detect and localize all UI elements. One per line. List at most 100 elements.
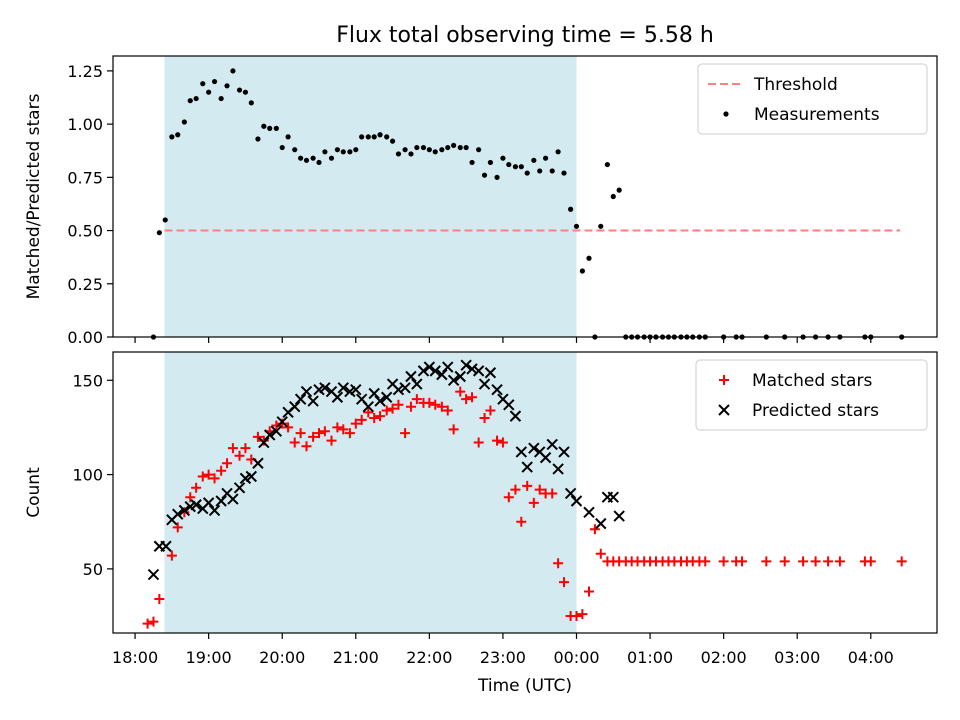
measurement-point bbox=[555, 149, 561, 155]
matched-star-point bbox=[326, 435, 337, 446]
measurement-point bbox=[506, 161, 512, 168]
predicted-star-point bbox=[258, 436, 270, 449]
measurement-point bbox=[463, 144, 469, 151]
predicted-star-point bbox=[515, 446, 528, 458]
measurement-point bbox=[273, 125, 279, 131]
measurement-point bbox=[242, 89, 249, 95]
matched-star-point bbox=[737, 556, 748, 567]
matched-star-point bbox=[142, 618, 153, 629]
matched-star-point bbox=[479, 413, 490, 424]
matched-star-point bbox=[430, 399, 441, 410]
predicted-star-point bbox=[558, 446, 570, 458]
predicted-star-point bbox=[411, 378, 423, 390]
bottom-x-axis: 18:00 19:00 20:00 21:00 22:00 23:00 00:00 01:00… bbox=[112, 633, 894, 667]
y-tick-label: 50 bbox=[83, 560, 103, 579]
y-tick-label: 1.25 bbox=[67, 62, 103, 81]
matched-star-point bbox=[436, 401, 447, 412]
measurement-point bbox=[439, 147, 445, 153]
matched-star-point bbox=[761, 556, 772, 567]
matched-star-point bbox=[148, 616, 159, 627]
measurement-point bbox=[200, 81, 206, 87]
matched-star-point bbox=[227, 443, 238, 454]
measurement-point bbox=[426, 147, 432, 153]
predicted-star-point bbox=[423, 361, 436, 373]
measurement-point bbox=[365, 134, 371, 140]
predicted-star-point bbox=[300, 385, 313, 398]
matched-star-point bbox=[301, 441, 312, 452]
legend-label: Measurements bbox=[754, 105, 880, 125]
legend-predicted-swatch bbox=[718, 404, 730, 416]
matched-star-point bbox=[553, 558, 564, 569]
matched-star-point bbox=[497, 437, 508, 448]
predicted-star-point bbox=[484, 367, 497, 379]
matched-star-point bbox=[400, 428, 411, 439]
matched-star-point bbox=[344, 428, 355, 439]
measurement-point bbox=[543, 155, 549, 161]
top-plot-frame bbox=[112, 55, 938, 338]
measurement-point bbox=[285, 134, 291, 140]
count-panel: 50 100 150 18:00 19:00 20:00 21:00 22:00 23:00 0… bbox=[24, 351, 938, 667]
top-y-axis-label: Matched/Predicted stars bbox=[24, 93, 44, 299]
measurement-point bbox=[494, 174, 500, 180]
measurement-point bbox=[561, 170, 567, 176]
top-legend: Threshold Measurements bbox=[697, 63, 928, 135]
predicted-star-point bbox=[319, 382, 331, 394]
ratio-panel: 0.00 0.25 0.50 0.75 1.00 1.25 Matched/Predict… bbox=[24, 55, 938, 347]
predicted-star-point bbox=[307, 395, 319, 407]
predicted-star-point bbox=[233, 482, 246, 494]
bottom-plot-frame bbox=[112, 351, 938, 634]
x-tick-label: 19:00 bbox=[186, 648, 232, 667]
measurement-point bbox=[248, 100, 254, 106]
x-tick-label: 23:00 bbox=[480, 648, 526, 667]
predicted-star-point bbox=[436, 368, 448, 381]
matched-star-point bbox=[865, 556, 876, 567]
measurement-point bbox=[531, 157, 537, 163]
matched-star-point bbox=[492, 435, 503, 446]
measurement-point bbox=[169, 134, 175, 140]
matched-star-point bbox=[473, 437, 484, 448]
predicted-star-point bbox=[190, 499, 202, 511]
measurement-point bbox=[193, 95, 199, 102]
legend-measurement-swatch bbox=[723, 111, 729, 117]
matched-star-point bbox=[258, 435, 269, 446]
measurement-point bbox=[598, 223, 604, 229]
matched-star-point bbox=[528, 497, 539, 508]
predicted-star-point bbox=[552, 463, 564, 475]
matched-star-point bbox=[252, 431, 263, 442]
predicted-star-point bbox=[613, 510, 625, 522]
matched-star-point bbox=[222, 458, 233, 469]
legend-matched-swatch bbox=[719, 375, 729, 385]
matched-star-point bbox=[577, 609, 588, 620]
predicted-star-point bbox=[528, 442, 540, 454]
measurement-point bbox=[579, 268, 585, 274]
predicted-star-point bbox=[263, 429, 276, 441]
predicted-star-point bbox=[442, 361, 454, 373]
matched-star-point bbox=[381, 405, 392, 416]
measurement-point bbox=[408, 151, 414, 157]
measurement-point bbox=[616, 187, 622, 193]
matched-star-point bbox=[798, 556, 809, 567]
matched-star-point bbox=[522, 480, 533, 491]
legend-box bbox=[697, 63, 928, 135]
predicted-star-point bbox=[546, 438, 558, 451]
predicted-star-point bbox=[491, 384, 503, 396]
measurement-point bbox=[389, 138, 396, 144]
predicted-star-point bbox=[539, 451, 552, 464]
measurement-point bbox=[377, 132, 383, 138]
x-tick-label: 21:00 bbox=[333, 648, 379, 667]
matched-star-point bbox=[405, 401, 416, 412]
y-tick-label: 0.00 bbox=[67, 328, 103, 347]
matched-star-point bbox=[191, 482, 202, 493]
measurement-point bbox=[261, 123, 267, 129]
predicted-star-point bbox=[380, 391, 393, 403]
predicted-star-point bbox=[147, 568, 160, 581]
measurement-point bbox=[353, 147, 359, 153]
measurement-point bbox=[334, 147, 340, 153]
predicted-star-point bbox=[289, 400, 301, 413]
x-tick-label: 04:00 bbox=[848, 648, 894, 667]
predicted-star-point bbox=[454, 370, 466, 383]
matched-star-point bbox=[461, 394, 472, 405]
matched-star-point bbox=[700, 556, 711, 567]
measurement-point bbox=[537, 168, 543, 174]
